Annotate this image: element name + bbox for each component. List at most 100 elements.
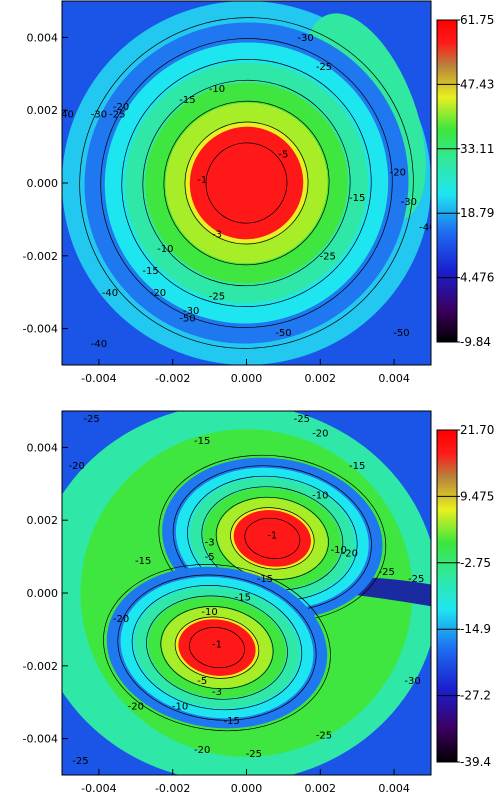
contour-label: -20 [150,288,166,299]
contour-label: -5 [205,552,215,563]
y-tick-label: 0.000 [27,177,59,190]
contour-label: -1 [197,175,207,186]
heatmap-field: -25 -25-20-15-15-10-20-10-1-3-5-15-15-20-… [62,411,431,775]
contour-label: -25 [294,414,310,425]
contour-line [100,38,393,328]
x-tick-label: 0.004 [378,372,410,385]
contour-line [146,595,288,700]
contour-line [142,79,351,287]
x-tick-label: 0.000 [231,782,263,795]
contour-line [160,606,274,690]
colorbar-tick-label: 61.75 [460,13,494,27]
vortex-1-band [233,510,311,567]
contour-label: -15 [142,266,158,277]
contour-label: -40 [58,109,74,120]
contour-label: -1 [212,640,222,651]
contour-label: -1 [267,530,277,541]
contour-label: -10 [172,701,188,712]
contour-line [230,507,315,570]
x-tick-label: 0.002 [305,372,337,385]
contour-line [244,517,301,559]
contour-label: -30 [297,33,313,44]
heatmap-field: -30-25-20-15-10-5-1-3-10-15-20 -25-30-40-… [58,1,435,365]
colorbar-tick-label: 9.475 [460,489,494,503]
contour-label: -15 [235,592,251,603]
contour-label: -5 [278,150,288,161]
y-tick-label: 0.004 [27,31,59,44]
contour-label: -25 [320,251,336,262]
x-tick-label: 0.002 [305,782,337,795]
colorbar-tick-label: 4.476 [460,271,494,285]
contour-label: -25 [408,574,424,585]
contour-label: -15 [257,574,273,585]
contour-label: -20 [128,701,144,712]
contour-line [205,142,288,224]
colorbar-tick-label: 47.43 [460,77,494,91]
colorbar-tick-label: 33.11 [460,142,494,156]
x-tick-label: -0.004 [81,782,116,795]
x-tick-label: -0.002 [155,782,190,795]
y-tick-label: -0.004 [23,733,58,746]
contour-label: -20 [113,614,129,625]
panel-2: -25 -25-20-15-15-10-20-10-1-3-5-15-15-20-… [23,410,494,795]
contour-label: -20 [194,745,210,756]
contour-line [131,585,303,711]
colorbar-tick-label: -27.2 [460,689,491,703]
x-tick-label: -0.004 [81,372,116,385]
contour-label: -20 [390,168,406,179]
contour-label: -10 [209,84,225,95]
contour-label: -25 [72,756,88,767]
contour-label: -15 [349,461,365,472]
contour-label: -50 [393,328,409,339]
colorbar-tick-label: 21.70 [460,423,494,437]
contour-label: -3 [212,687,222,698]
contour-label: -20 [69,461,85,472]
colorbar-tick-label: -9.84 [460,335,491,349]
contour-label: -10 [157,244,173,255]
contour-line [117,574,317,721]
colorbar-tick-label: -39.4 [460,755,491,769]
colorbar [436,429,458,763]
contour-label: -20 [113,102,129,113]
contour-label: -25 [379,567,395,578]
contour-label: -15 [349,193,365,204]
contour-label: -15 [194,436,210,447]
panel-1: -30-25-20-15-10-5-1-3-10-15-20 -25-30-40-… [23,0,494,385]
y-tick-label: 0.002 [27,104,59,117]
contour-label: -25 [209,291,225,302]
contour-label: -5 [197,676,207,687]
y-tick-label: -0.002 [23,250,58,263]
colorbar-tick-label: 18.79 [460,206,494,220]
contour-label: -40 [91,339,107,350]
contour-line [103,564,331,732]
colorbar-tick-label: -14.9 [460,622,491,636]
contour-label: -25 [316,62,332,73]
contour-label: -30 [401,197,417,208]
contour-line [121,59,372,307]
x-tick-label: 0.000 [231,372,263,385]
contour-label: -40 [419,222,435,233]
contour-label: -25 [316,731,332,742]
contour-label: -15 [135,556,151,567]
contour-label: -50 [275,328,291,339]
contour-label: -50 [179,313,195,324]
contour-label: -10 [201,607,217,618]
contour-label: -30 [91,109,107,120]
contour-label: -30 [404,676,420,687]
contour-line [184,121,309,245]
y-tick-label: 0.004 [27,441,59,454]
y-tick-label: -0.002 [23,660,58,673]
contour-line [79,17,414,349]
x-tick-label: -0.002 [155,372,190,385]
contour-label: -25 [83,414,99,425]
contour-label: -25 [246,749,262,760]
contour-label: -30 [183,306,199,317]
contour-label: -25 [109,109,125,120]
contour-label: -15 [224,716,240,727]
contour-label: -15 [179,95,195,106]
contour-label: -20 [312,428,328,439]
x-tick-label: 0.004 [378,782,410,795]
contour-label: -10 [331,545,347,556]
contour-label: -10 [312,490,328,501]
